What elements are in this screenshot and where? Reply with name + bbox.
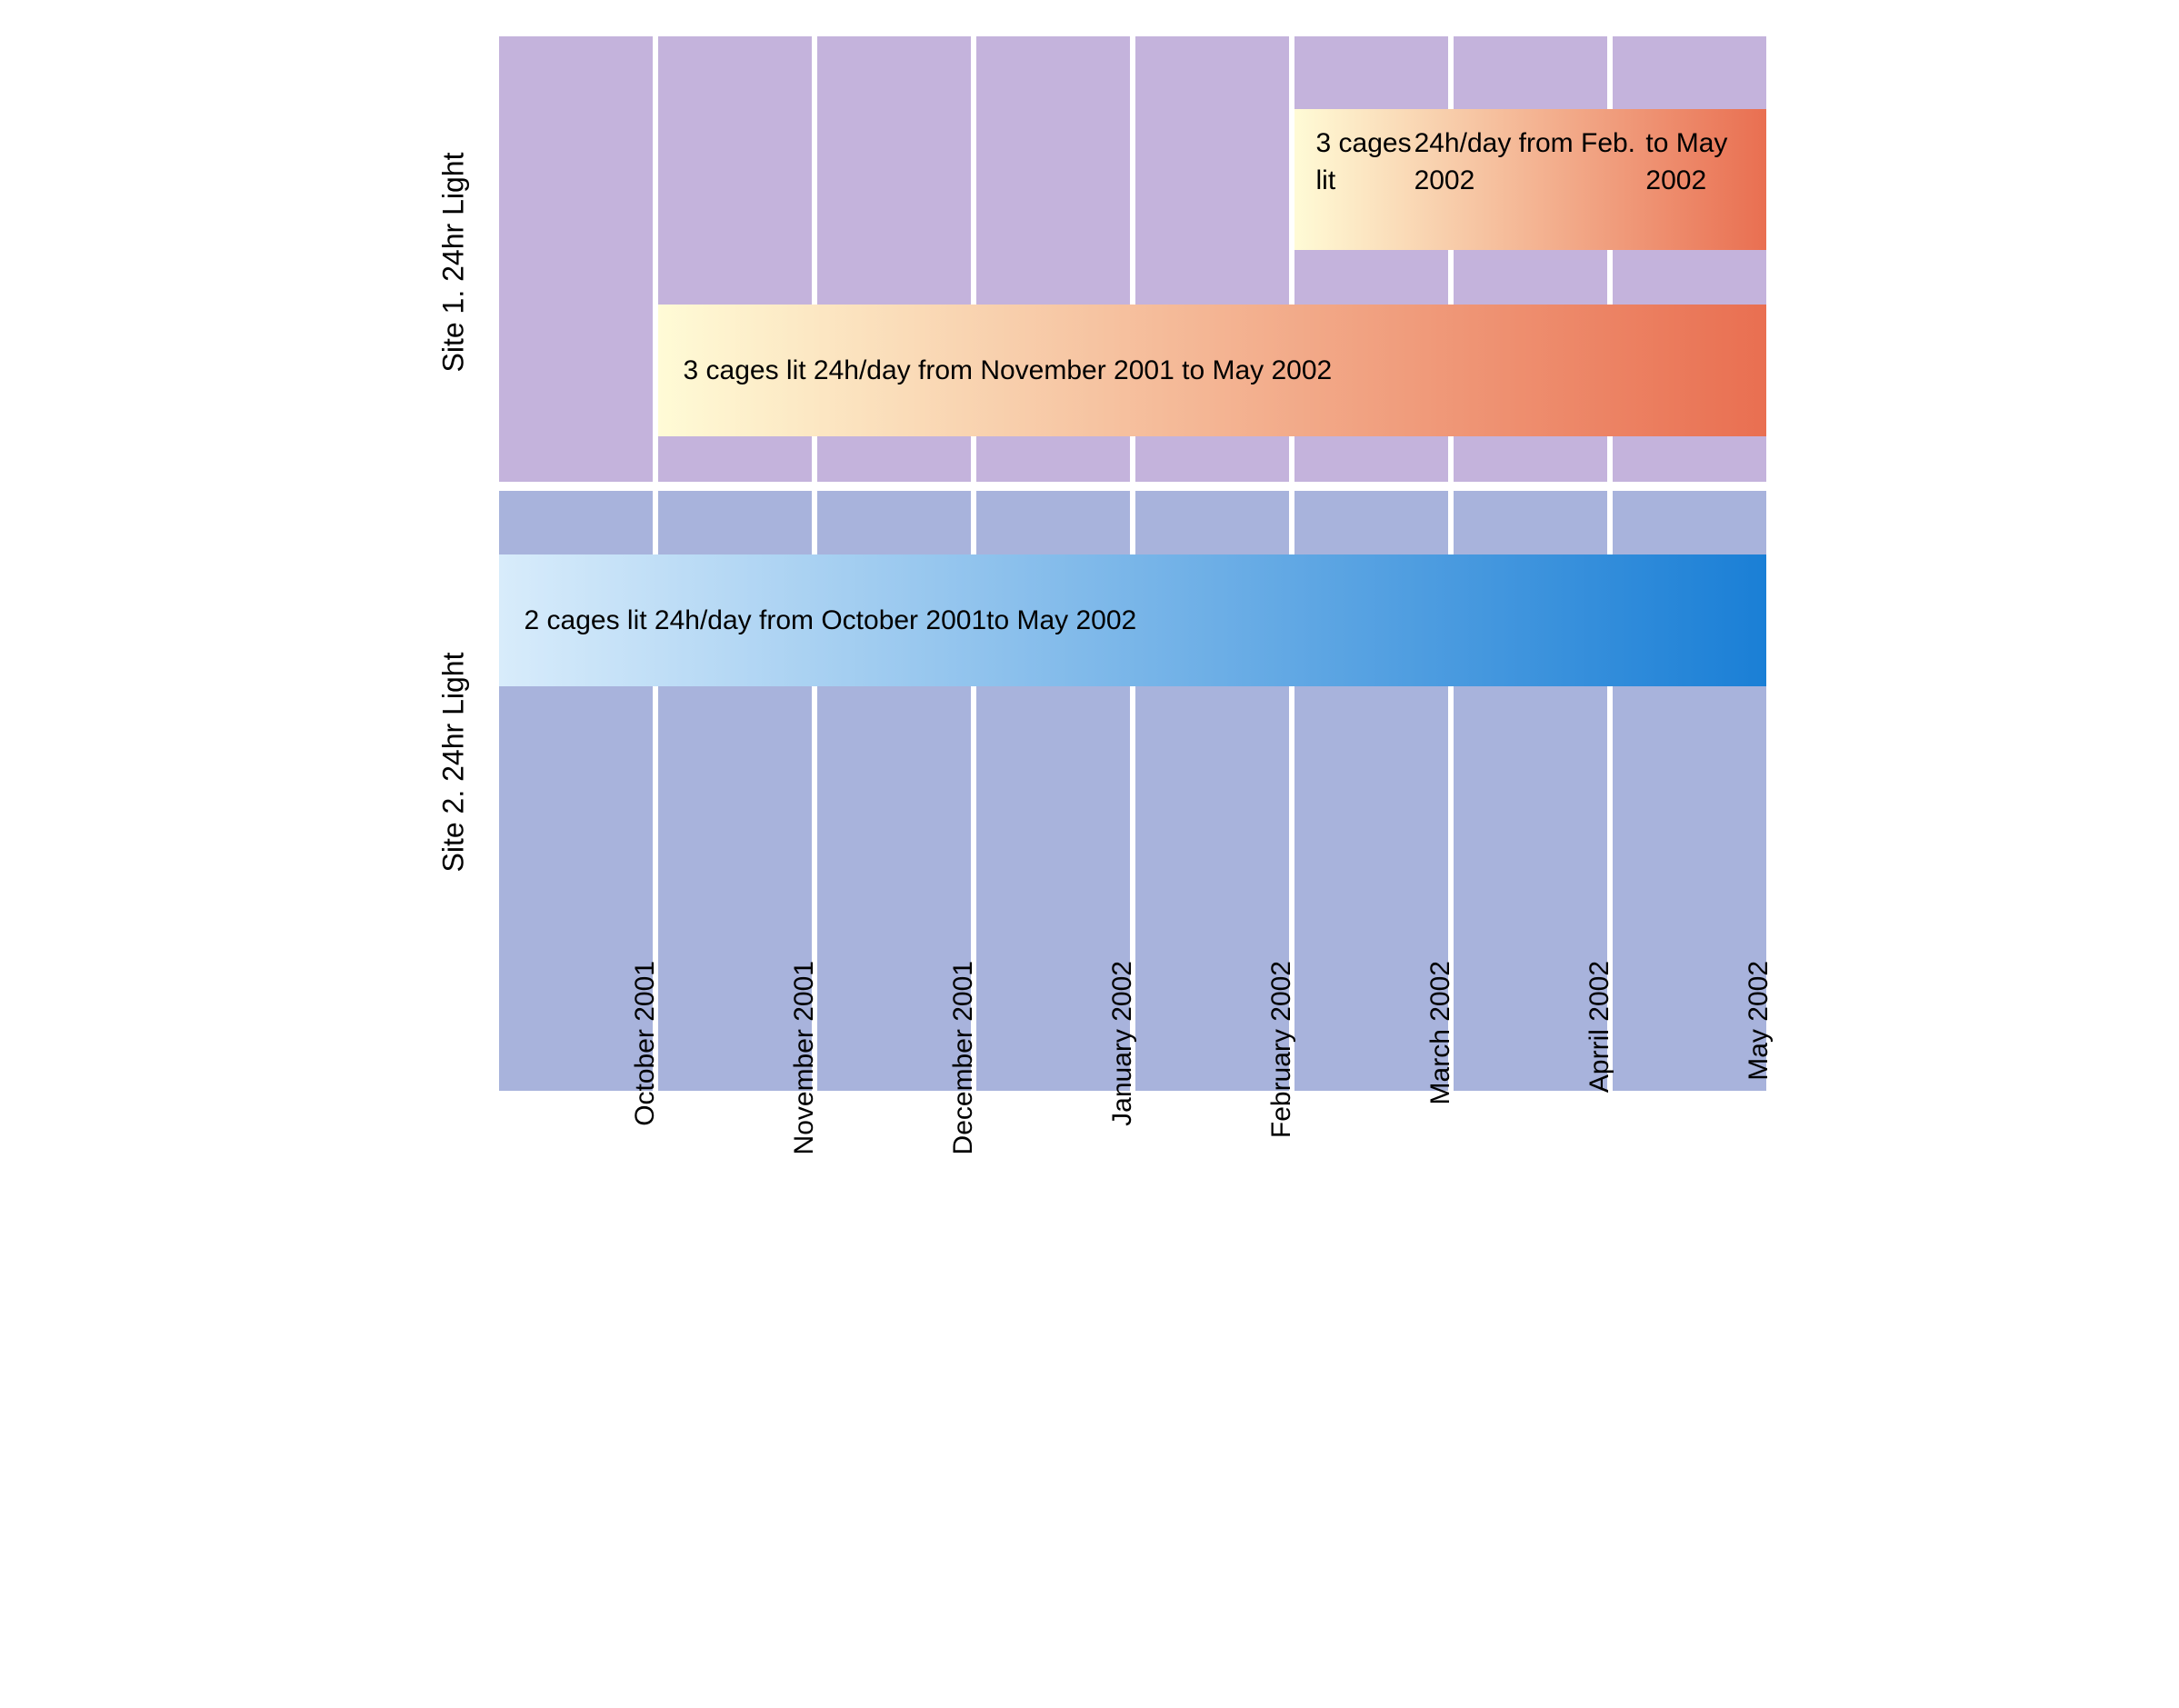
month-label: January 2002 [1107,961,1138,1234]
bar-site1-feb-label-line: to May 2002 [1645,125,1765,199]
gantt-chart: 3 cages lit24h/day from Feb. 2002to May … [408,36,1772,1091]
month-label: March 2002 [1425,961,1456,1234]
month-label: February 2002 [1266,961,1297,1234]
month-label: May 2002 [1744,961,1774,1234]
grid-cell [499,36,653,482]
bar-site1-feb: 3 cages lit24h/day from Feb. 2002to May … [1294,109,1766,250]
month-label: Aprril 2002 [1584,961,1615,1234]
bar-site2-oct: 2 cages lit 24h/day from October 2001to … [499,554,1766,686]
site1-label: Site 1. 24hr Light [436,81,470,444]
month-label: December 2001 [948,961,979,1234]
site2-label: Site 2. 24hr Light [436,581,470,944]
chart-grid: 3 cages lit24h/day from Feb. 2002to May … [499,36,1772,1091]
bar-site1-feb-label-line: 3 cages lit [1316,125,1414,199]
month-label: November 2001 [789,961,820,1234]
bar-site1-feb-label-line: 24h/day from Feb. 2002 [1414,125,1646,199]
month-label: October 2001 [630,961,661,1234]
bar-site1-nov: 3 cages lit 24h/day from November 2001 t… [658,305,1766,436]
